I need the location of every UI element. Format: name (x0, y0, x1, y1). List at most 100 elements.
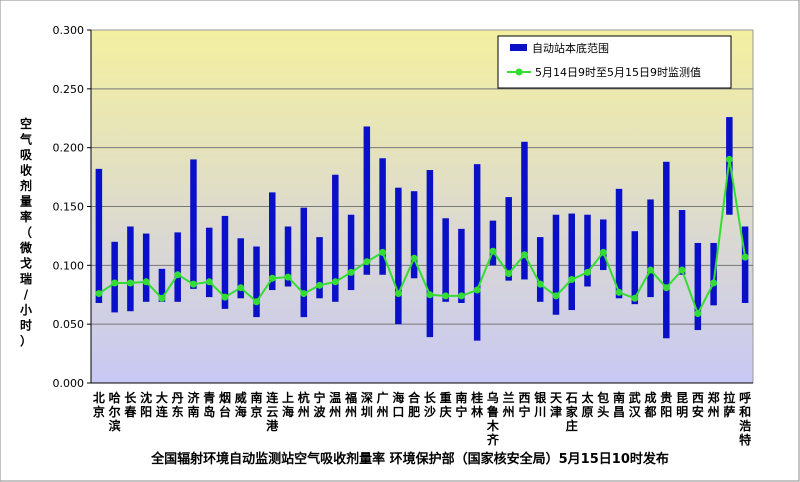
x-category-label: 上海 (282, 390, 294, 419)
x-category-label: 福州 (344, 390, 357, 419)
measured-point (158, 294, 166, 302)
range-bar (663, 161, 670, 339)
legend: 自动站本底范围 5月14日9时至5月15日9时监测值 (497, 35, 732, 89)
range-bar (615, 188, 623, 299)
x-category-label: 呼和浩特 (738, 390, 751, 447)
measured-point (725, 155, 733, 163)
range-bar (95, 168, 103, 303)
measured-point (678, 266, 686, 274)
range-bar (584, 214, 591, 287)
y-tick-label: 0.150 (53, 201, 85, 214)
x-category-label: 重庆 (439, 390, 452, 419)
measured-point (300, 290, 308, 298)
range-bars (95, 117, 749, 341)
x-axis-categories: 北京哈尔滨长春沈阳大连丹东济南青岛烟台威海南京连云港上海杭州宁波温州福州深圳广州… (93, 390, 751, 447)
range-bar (505, 197, 512, 281)
measured-point (142, 278, 150, 286)
measured-point (410, 254, 418, 262)
range-bar (536, 237, 544, 302)
range-bar (300, 207, 308, 318)
measured-point (95, 290, 103, 298)
x-category-label: 烟台 (219, 391, 231, 419)
y-tick-label: 0.050 (53, 318, 85, 331)
range-bar (600, 219, 607, 271)
measured-point (489, 247, 497, 255)
x-category-label: 昆明 (676, 391, 688, 419)
x-category-label: 武汉 (629, 390, 642, 419)
x-category-label: 成都 (644, 390, 657, 419)
range-bar (442, 218, 449, 302)
range-bar (568, 213, 575, 311)
measured-point (631, 294, 639, 302)
x-category-label: 长春 (123, 390, 137, 419)
measured-point (568, 275, 576, 283)
measured-point (379, 248, 387, 256)
range-bar (379, 158, 386, 275)
measured-point (584, 268, 591, 276)
range-bar (552, 214, 560, 315)
range-bar (489, 220, 497, 266)
measured-point (126, 279, 134, 287)
measured-point (363, 258, 371, 266)
x-category-label: 石家庄 (565, 391, 579, 433)
x-category-label: 丹东 (172, 391, 184, 419)
x-category-label: 银川 (533, 390, 547, 419)
measured-point (426, 291, 434, 299)
x-category-label: 拉萨 (723, 390, 735, 419)
x-category-label: 海口 (392, 390, 404, 419)
range-bar (316, 237, 323, 299)
range-bar (410, 191, 418, 279)
y-axis-label: 空气吸收剂量率（微戈瑞/小时） (19, 116, 33, 348)
chart-title: 全国辐射环境自动监测站空气吸收剂量率 环境保护部（国家核安全局）5月15日10时… (150, 451, 669, 467)
measured-point (473, 286, 481, 294)
measured-point (331, 278, 339, 286)
measured-point (174, 271, 182, 279)
x-category-label: 哈尔滨 (109, 390, 121, 433)
x-category-label: 连云港 (266, 390, 279, 433)
x-category-label: 西宁 (518, 391, 530, 419)
measured-point (520, 251, 528, 259)
range-bar (142, 233, 150, 302)
y-tick-label: 0.200 (53, 142, 85, 155)
range-bar (347, 214, 355, 291)
range-bar (284, 226, 292, 287)
x-category-label: 温州 (328, 391, 341, 419)
measured-point (552, 292, 560, 300)
range-bar (174, 232, 181, 302)
measured-point (741, 253, 749, 261)
measured-point (205, 278, 213, 286)
x-category-label: 大连 (156, 390, 169, 419)
range-bar (111, 241, 118, 313)
x-category-label: 威海 (235, 390, 247, 419)
measured-line (95, 155, 749, 318)
measured-point (536, 280, 544, 288)
x-category-label: 北京 (93, 390, 105, 419)
measured-point (237, 284, 245, 292)
measured-point (442, 292, 450, 300)
x-category-label: 兰州 (502, 390, 515, 419)
range-bar (237, 238, 244, 299)
x-category-label: 深圳 (361, 390, 373, 419)
measured-point (647, 266, 655, 274)
legend-line-label: 5月14日9时至5月15日9时监测值 (535, 66, 701, 79)
measured-point (268, 274, 276, 282)
range-bar (190, 159, 197, 289)
range-bar (426, 170, 434, 338)
range-bar (363, 126, 371, 275)
x-category-label: 南宁 (455, 390, 467, 419)
measured-point (189, 280, 197, 288)
y-axis-ticks: 0.000 0.050 0.100 0.150 0.200 0.250 0.300 (53, 24, 753, 390)
measured-point (316, 281, 324, 289)
x-category-label: 贵阳 (660, 390, 672, 419)
x-category-label: 桂林 (470, 390, 483, 419)
range-bar (473, 164, 481, 341)
x-category-label: 太原 (581, 390, 594, 419)
x-category-label: 青岛 (203, 390, 215, 419)
legend-box (497, 35, 732, 89)
measured-point (615, 288, 623, 296)
y-tick-label: 0.300 (53, 24, 85, 37)
x-category-label: 广州 (376, 390, 389, 419)
range-bar (332, 174, 339, 302)
gridlines (91, 88, 753, 325)
x-category-label: 宁波 (314, 390, 327, 419)
